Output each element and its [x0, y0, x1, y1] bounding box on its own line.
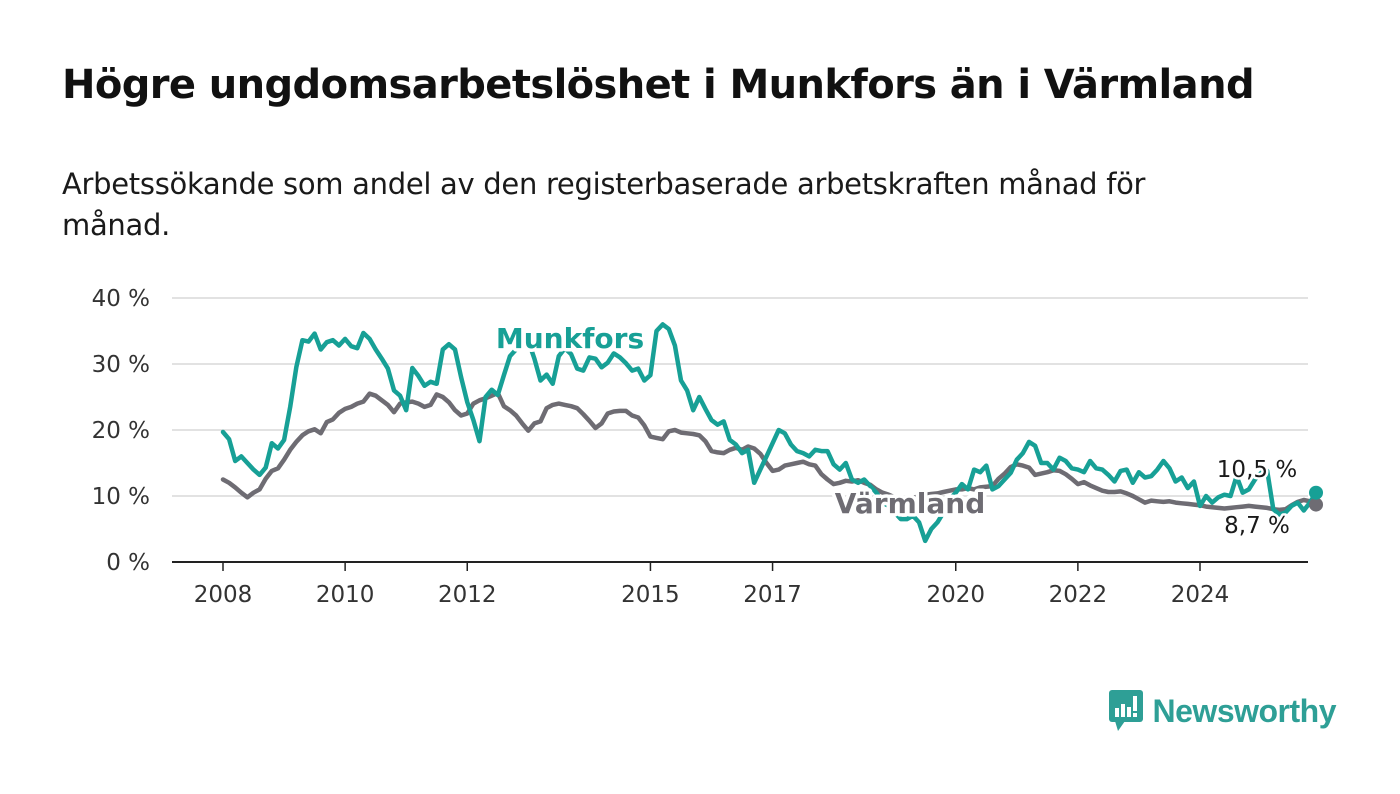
x-tick-label: 2015 [621, 582, 680, 608]
y-tick-label: 10 % [92, 484, 150, 510]
x-tick-label: 2017 [743, 582, 802, 608]
y-tick-label: 40 % [92, 286, 150, 312]
end-point-marker [1309, 485, 1324, 500]
x-tick-label: 2008 [194, 582, 253, 608]
brand-logo: Newsworthy [1108, 690, 1337, 732]
bar-chart-speech-bubble-icon [1108, 690, 1143, 731]
x-tick-label: 2022 [1049, 582, 1108, 608]
series-lines [220, 322, 1324, 544]
x-tick-label: 2020 [926, 582, 985, 608]
x-tick-label: 2010 [316, 582, 375, 608]
brand-name: Newsworthy [1152, 692, 1337, 729]
series-label-munkfors: Munkfors [496, 322, 644, 355]
chart-title: Högre ungdomsarbetslöshet i Munkfors än … [62, 62, 1255, 108]
series-labels: Munkfors Värmland 10,5 % 8,7 % [492, 319, 1299, 542]
y-tick-label: 20 % [92, 418, 150, 444]
chart-subtitle: Arbetssökande som andel av den registerb… [62, 167, 1146, 242]
end-point-marker [1309, 497, 1324, 512]
x-tick-label: 2024 [1171, 582, 1230, 608]
y-tick-label: 0 % [106, 550, 150, 576]
end-value-label-munkfors: 10,5 % [1217, 457, 1297, 483]
end-value-label-varmland: 8,7 % [1224, 513, 1290, 539]
y-tick-label: 30 % [92, 352, 150, 378]
axes: 0 % 10 % 20 % 30 % 40 % 2008 2010 2012 2015 2017 2… [92, 286, 1308, 608]
series-label-varmland: Värmland [835, 487, 986, 520]
x-tick-label: 2012 [438, 582, 497, 608]
grid-lines [172, 297, 1308, 497]
series-line-munkfors [220, 322, 1319, 544]
